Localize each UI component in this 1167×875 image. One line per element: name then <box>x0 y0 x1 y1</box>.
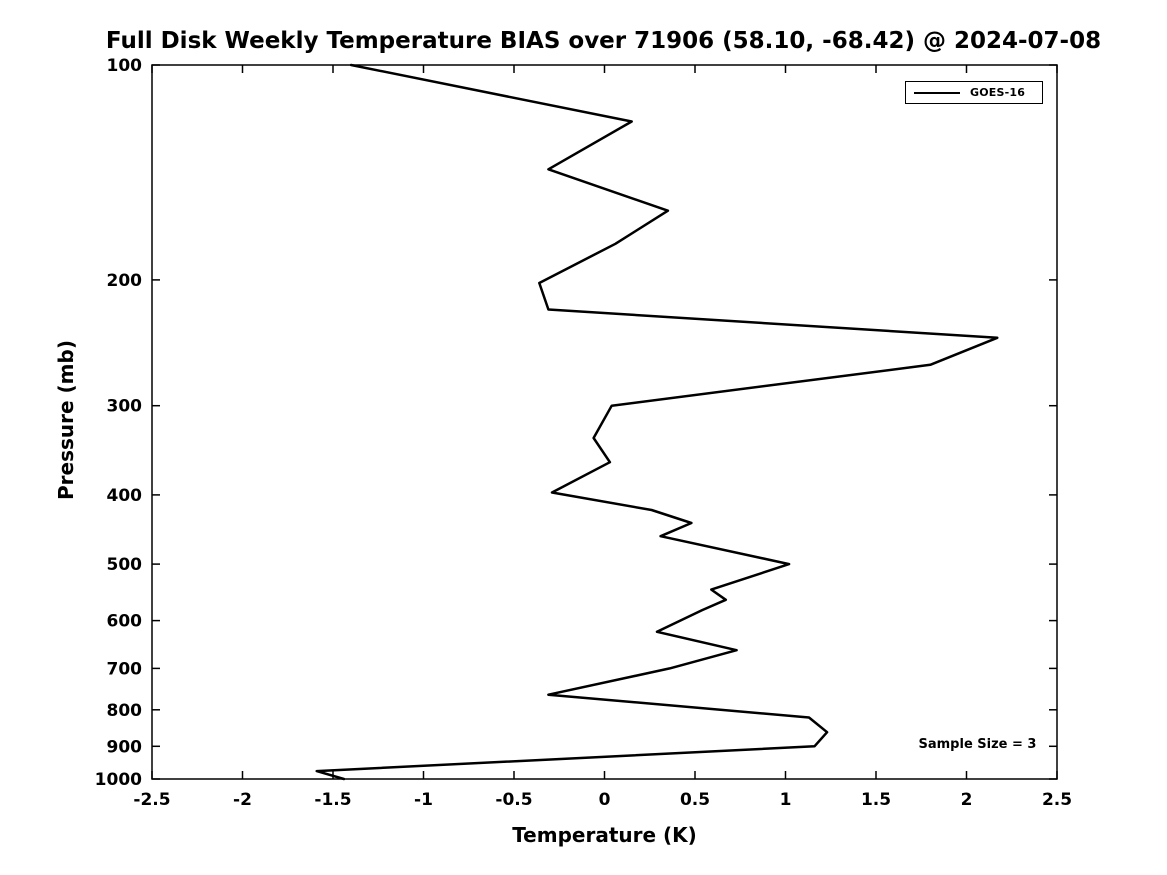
svg-text:2: 2 <box>961 790 973 810</box>
svg-text:1: 1 <box>780 790 792 810</box>
legend-line-sample-icon <box>914 91 960 94</box>
svg-text:2.5: 2.5 <box>1042 790 1072 810</box>
chart-title: Full Disk Weekly Temperature BIAS over 7… <box>105 28 1102 54</box>
svg-text:100: 100 <box>107 56 143 76</box>
svg-text:-1.5: -1.5 <box>314 790 351 810</box>
legend-label: GOES-16 <box>970 86 1026 99</box>
svg-text:800: 800 <box>107 701 143 721</box>
svg-text:600: 600 <box>107 612 143 632</box>
x-axis-label: Temperature (K) <box>512 823 697 847</box>
svg-text:500: 500 <box>107 555 143 575</box>
svg-text:-1: -1 <box>414 790 433 810</box>
svg-text:-2.5: -2.5 <box>133 790 170 810</box>
svg-text:1000: 1000 <box>95 770 142 790</box>
svg-text:0: 0 <box>599 790 611 810</box>
svg-text:700: 700 <box>107 659 143 679</box>
svg-text:400: 400 <box>107 486 143 506</box>
svg-text:-0.5: -0.5 <box>495 790 532 810</box>
sample-size-annotation: Sample Size = 3 <box>918 737 1037 752</box>
svg-text:200: 200 <box>107 271 143 291</box>
svg-text:1.5: 1.5 <box>861 790 891 810</box>
svg-text:-2: -2 <box>233 790 252 810</box>
svg-text:0.5: 0.5 <box>680 790 710 810</box>
svg-text:900: 900 <box>107 737 143 757</box>
legend: GOES-16 <box>905 81 1043 104</box>
svg-text:300: 300 <box>107 397 143 417</box>
